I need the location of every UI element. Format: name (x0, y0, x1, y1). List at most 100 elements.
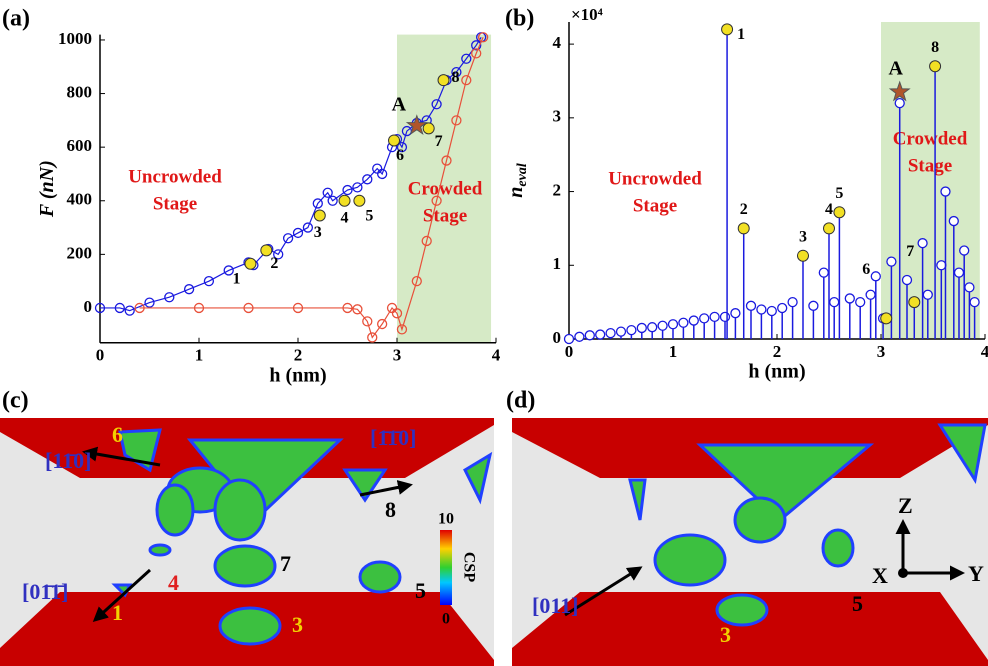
data-point (595, 329, 606, 340)
data-point (134, 302, 145, 314)
data-point (657, 320, 668, 331)
x-tick-label: 3 (393, 346, 402, 365)
data-point (647, 322, 658, 333)
point-label: 2 (740, 201, 748, 218)
data-point (451, 66, 462, 78)
panel-label: (c) (2, 388, 29, 414)
image-label: 5 (415, 578, 426, 603)
shaded-region (881, 22, 980, 339)
data-point (940, 186, 951, 197)
data-point (312, 198, 323, 209)
point-label: 5 (835, 185, 843, 202)
y-tick-label: 1000 (58, 29, 92, 48)
highlight-point (721, 23, 734, 36)
data-point (922, 289, 933, 300)
point-label: 3 (314, 224, 322, 241)
data-point (362, 174, 373, 185)
data-point (636, 322, 647, 334)
data-point (273, 249, 284, 260)
data-point (870, 271, 881, 282)
x-axis-label: h (nm) (748, 361, 805, 383)
data-point (243, 302, 254, 314)
y-tick-label: 400 (67, 190, 93, 209)
data-point (688, 315, 699, 326)
data-point (376, 318, 388, 330)
data-point (844, 293, 855, 304)
y-axis-label: neval (505, 163, 531, 198)
point-label: 8 (931, 39, 939, 56)
highlight-point (908, 296, 921, 309)
image-label: [011] (532, 593, 578, 618)
data-point (936, 260, 947, 271)
data-point (719, 311, 731, 323)
x-tick-label: 4 (981, 342, 988, 361)
data-point (678, 317, 689, 328)
x-tick-label: 1 (669, 342, 678, 361)
data-point (282, 233, 294, 244)
image-label: 1 (112, 600, 123, 625)
chart: 0 1 2 3 4 0 1 2 3 4 h (nm) neval ×10⁴ (b) Uncrowded Sta… (505, 5, 988, 383)
axis-label: Y (968, 561, 984, 586)
data-point (376, 168, 388, 180)
x-axis-label: h (nm) (269, 364, 326, 386)
y-tick-label: 2 (553, 180, 562, 199)
data-point (777, 302, 788, 314)
data-point (808, 300, 819, 311)
highlight-point (737, 222, 750, 235)
data-point (766, 305, 777, 317)
point-label: 4 (825, 201, 833, 218)
data-point (203, 276, 215, 287)
data-point (959, 245, 970, 256)
data-point (411, 276, 422, 287)
data-point (471, 48, 482, 59)
data-point (396, 324, 408, 335)
point-label: 4 (341, 209, 349, 226)
data-point (322, 187, 333, 198)
image-label: 5 (852, 591, 863, 616)
data-point (327, 195, 338, 206)
colorbar-label: 0 (442, 611, 450, 628)
data-point (818, 267, 829, 278)
data-point (144, 297, 155, 308)
point-label: 6 (862, 261, 870, 278)
data-point (292, 227, 304, 239)
data-point (901, 274, 913, 286)
colorbar-label: 10 (438, 511, 454, 528)
axis-label: Z (898, 493, 913, 518)
highlight-point (823, 222, 835, 235)
point-label: 6 (396, 147, 404, 164)
y-axis-label-main: n (505, 187, 527, 198)
highlight-point (833, 206, 846, 219)
data-point (396, 142, 408, 153)
stage-label: Stage (153, 193, 197, 214)
stage-label: Stage (908, 155, 952, 176)
data-point (342, 184, 353, 196)
data-point (709, 311, 720, 323)
data-point (829, 296, 840, 308)
image-label: 4 (168, 570, 179, 595)
data-point (756, 304, 767, 315)
data-point (391, 308, 403, 319)
y-tick-label: 800 (67, 82, 93, 101)
data-point (461, 53, 472, 64)
series-line (139, 37, 484, 339)
point-label: 8 (452, 69, 460, 86)
image-label: [01̄1̄] (22, 579, 68, 604)
highlight-point (353, 194, 366, 207)
series-line (100, 36, 482, 312)
simulation-image-d (512, 418, 988, 666)
highlight-point (388, 134, 401, 147)
data-point (584, 330, 595, 341)
highlight-point (260, 244, 273, 257)
stage-label: Uncrowded (608, 168, 702, 189)
data-point (352, 182, 363, 193)
colorbar-title: CSP (460, 552, 477, 582)
star-marker (405, 114, 428, 136)
data-point (574, 331, 585, 342)
point-label: 5 (365, 207, 373, 224)
data-point (352, 304, 363, 315)
highlight-point (880, 312, 893, 325)
data-point (461, 75, 472, 86)
y-tick-label: 200 (67, 243, 93, 262)
